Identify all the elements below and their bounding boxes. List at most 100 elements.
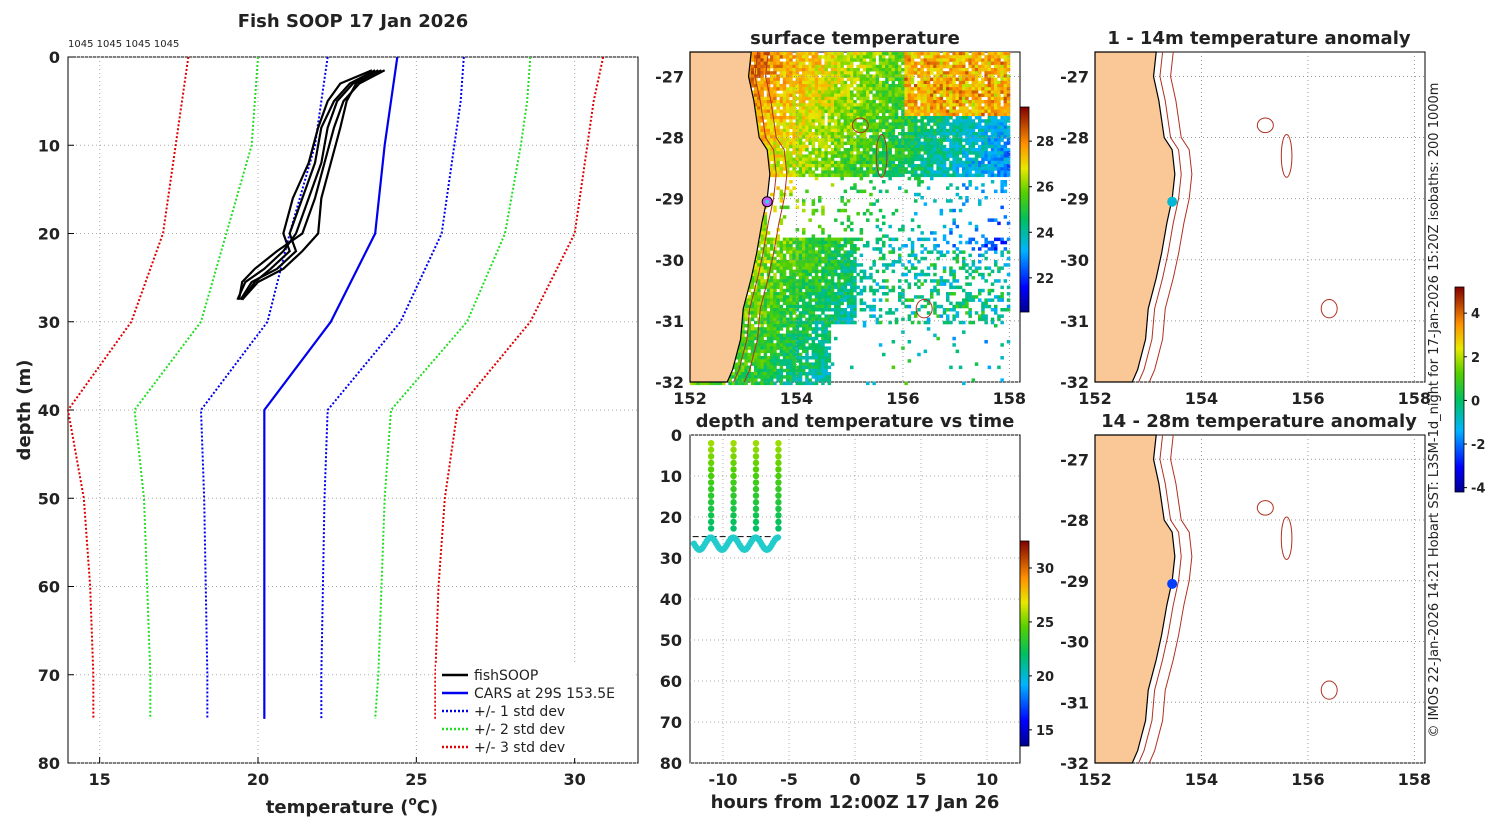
sst-pixel [910,128,915,133]
sst-pixel [808,64,812,69]
sst-pixel [862,55,867,59]
sst-pixel [936,112,940,117]
sst-pixel [962,250,966,254]
sst-pixel [856,109,860,114]
sst-pixel [776,119,780,123]
sst-pixel [766,240,771,245]
sst-pixel [901,96,905,101]
sst-pixel [802,80,806,85]
sst-pixel [990,122,995,126]
sst-pixel [888,90,892,94]
sst-pixel [814,103,819,107]
sst-pixel [926,173,931,178]
sst-pixel [830,58,835,62]
sst-pixel [786,122,790,126]
sst-pixel [936,61,940,66]
sst-pixel [786,74,790,78]
sst-pixel [853,170,857,174]
sst-pixel [782,276,787,280]
sst-pixel [853,183,857,187]
sst-pixel [798,164,803,168]
sst-pixel [773,266,777,270]
sst-pixel [878,237,883,242]
sst-pixel [802,260,806,264]
sst-pixel [805,58,809,62]
sst-pixel [907,68,912,72]
legend-label: +/- 2 std dev [474,722,565,738]
sst-pixel [818,263,822,267]
sst-pixel [936,167,940,171]
sst-pixel [779,244,784,248]
sst-pixel [1003,74,1008,78]
sst-pixel [792,90,796,94]
sst-pixel [824,90,828,94]
sst-pixel [814,164,819,168]
sst-pixel [805,55,809,59]
sst-pixel [898,77,902,82]
sst-pixel [946,71,950,75]
sst-pixel [757,84,761,88]
sst-pixel [952,68,956,72]
sst-pixel [856,84,860,88]
sst-pixel [850,269,854,274]
sst-pixel [834,247,838,251]
sst-pixel [942,128,947,133]
sst-pixel [898,138,902,142]
sst-pixel [888,106,892,110]
sst-pixel [994,164,998,168]
sst-pixel [878,173,883,178]
sst-pixel [942,74,947,78]
sst-pixel [891,52,896,56]
sst-pixel [920,119,924,123]
sst-pixel [885,125,889,130]
sst-pixel [802,58,806,62]
sst-pixel [869,135,873,139]
sst-pixel [926,164,931,168]
sst-pixel [776,160,780,165]
sst-pixel [814,135,819,139]
sst-pixel [882,71,886,75]
sst-pixel [786,64,790,69]
sst-pixel [770,263,774,267]
sst-pixel [862,160,867,165]
sst-pixel [773,71,777,75]
sst-pixel [859,269,864,274]
sst-pixel [789,164,793,168]
sst-pixel [907,103,912,107]
sst-pixel [786,128,790,133]
sst-pixel [914,141,918,146]
sst-pixel [824,148,828,152]
sst-pixel [789,103,793,107]
sst-pixel [971,160,976,165]
sst-pixel [942,266,947,270]
sst-pixel [824,93,828,98]
sst-pixel [853,256,857,261]
sst-pixel [910,263,915,267]
sst-pixel [952,87,956,91]
sst-pixel [962,266,966,270]
sst-pixel [834,269,838,274]
sst-pixel [904,80,908,85]
sst-pixel [802,202,806,206]
sst-pixel [757,64,761,69]
sst-pixel [824,58,828,62]
sst-pixel [949,154,953,158]
sst-pixel [853,68,857,72]
sst-pixel [846,106,851,110]
sst-pixel [974,154,979,158]
sst-pixel [824,266,828,270]
sst-pixel [846,240,851,245]
sst-pixel [866,244,870,248]
sst-pixel [866,77,870,82]
sst-pixel [776,269,780,274]
sst-pixel [856,64,860,69]
sst-pixel [869,202,873,206]
sst-pixel [971,109,976,114]
sst-pixel [824,272,828,277]
sst-pixel [939,151,944,155]
sst-pixel [936,244,940,248]
sst-pixel [821,77,825,82]
sst-pixel [888,148,892,152]
sst-pixel [830,138,835,142]
sst-pixel [830,266,835,270]
